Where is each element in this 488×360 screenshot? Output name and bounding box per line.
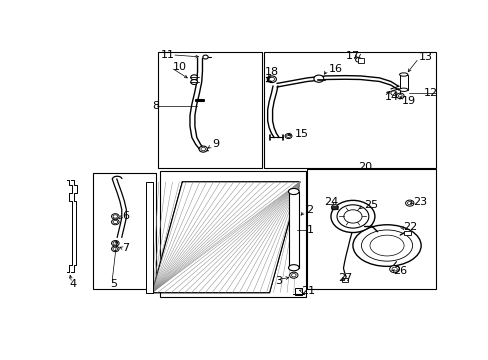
Circle shape [113, 215, 117, 218]
Ellipse shape [352, 225, 420, 266]
Text: 27: 27 [337, 273, 351, 283]
Circle shape [396, 93, 403, 99]
Text: 26: 26 [393, 266, 407, 276]
Circle shape [203, 55, 208, 59]
Text: 13: 13 [418, 52, 432, 62]
Circle shape [391, 267, 396, 271]
Text: 7: 7 [122, 243, 129, 253]
Circle shape [201, 148, 205, 151]
Circle shape [111, 214, 119, 219]
Text: 23: 23 [412, 197, 427, 207]
Bar [264, 52, 435, 168]
Bar [159, 171, 305, 297]
Circle shape [113, 220, 117, 224]
Text: 8: 8 [152, 100, 159, 111]
Circle shape [267, 76, 276, 82]
Text: 20: 20 [358, 162, 372, 172]
Circle shape [390, 91, 396, 95]
Bar [146, 182, 153, 293]
Ellipse shape [288, 188, 299, 194]
Text: 14: 14 [385, 92, 399, 102]
Circle shape [199, 146, 207, 152]
Text: 1: 1 [306, 225, 313, 235]
Circle shape [336, 205, 368, 228]
Circle shape [389, 266, 399, 273]
Text: 5: 5 [110, 279, 117, 289]
Circle shape [286, 135, 290, 138]
Text: 4: 4 [69, 279, 77, 289]
Bar [93, 174, 156, 288]
Circle shape [289, 272, 297, 278]
Text: 25: 25 [364, 201, 378, 210]
Circle shape [190, 80, 197, 85]
Text: 10: 10 [173, 62, 186, 72]
Bar [357, 58, 363, 63]
Text: 16: 16 [328, 64, 342, 74]
Circle shape [291, 274, 295, 277]
Bar [158, 52, 262, 168]
Text: 17: 17 [345, 51, 359, 61]
Text: 2: 2 [305, 205, 312, 215]
Circle shape [111, 240, 119, 246]
Bar [307, 169, 435, 288]
Circle shape [331, 205, 338, 210]
Text: 24: 24 [324, 197, 338, 207]
Ellipse shape [399, 88, 407, 91]
Text: 21: 21 [300, 286, 314, 296]
Ellipse shape [369, 235, 403, 256]
Circle shape [343, 210, 361, 223]
Circle shape [405, 200, 413, 206]
Text: 22: 22 [403, 222, 417, 232]
Circle shape [113, 242, 117, 245]
Text: 18: 18 [264, 67, 278, 77]
Bar [295, 288, 302, 295]
Circle shape [330, 201, 374, 233]
PathPatch shape [152, 182, 299, 293]
Circle shape [285, 134, 291, 139]
Bar [403, 231, 410, 235]
Circle shape [398, 94, 401, 97]
Circle shape [268, 77, 274, 81]
Circle shape [111, 246, 119, 252]
Ellipse shape [288, 265, 299, 271]
Ellipse shape [399, 73, 407, 76]
Text: 6: 6 [122, 211, 129, 221]
Bar [341, 278, 347, 282]
Circle shape [190, 75, 197, 80]
Circle shape [355, 58, 361, 62]
Circle shape [313, 75, 323, 82]
Text: 12: 12 [423, 87, 437, 98]
Text: 3: 3 [275, 276, 282, 286]
Ellipse shape [361, 230, 412, 261]
Bar [288, 192, 299, 268]
Bar [399, 75, 407, 90]
Circle shape [111, 219, 119, 225]
Text: 15: 15 [294, 129, 308, 139]
Text: 9: 9 [212, 139, 220, 149]
Circle shape [113, 247, 117, 251]
Text: 19: 19 [401, 96, 415, 107]
Text: 11: 11 [161, 50, 174, 60]
Circle shape [407, 202, 411, 205]
